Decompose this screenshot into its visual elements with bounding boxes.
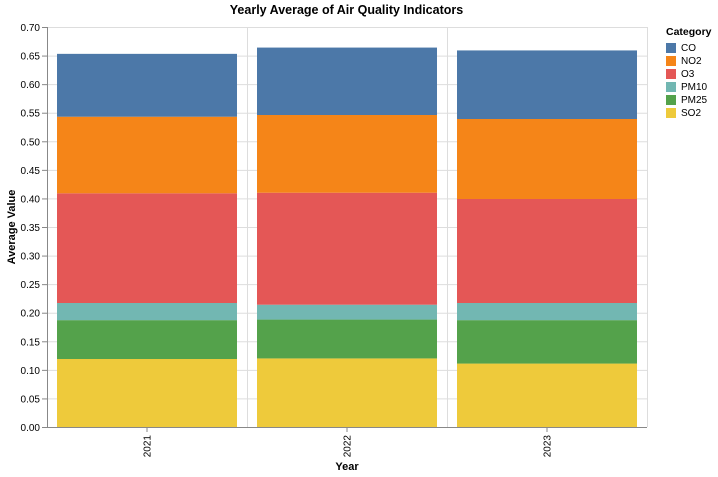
legend-item-co: CO	[666, 42, 712, 54]
legend-swatch	[666, 108, 676, 118]
legend-item-so2: SO2	[666, 107, 712, 119]
y-tick-label: 0.20	[21, 309, 41, 320]
bar-co-2023	[457, 50, 637, 119]
bar-co-2021	[57, 53, 237, 117]
legend: Category CO NO2 O3 PM10 PM25 SO2	[666, 26, 712, 120]
legend-label: PM25	[681, 94, 708, 106]
bar-so2-2021	[57, 359, 237, 427]
legend-swatch	[666, 95, 676, 105]
legend-swatch	[666, 43, 676, 53]
x-tick-label: 2022	[343, 435, 354, 458]
bar-o3-2023	[457, 199, 637, 303]
legend-label: CO	[681, 42, 696, 54]
bar-pm10-2023	[457, 303, 637, 321]
y-tick-label: 0.65	[21, 52, 41, 63]
y-tick-label: 0.45	[21, 166, 41, 177]
legend-label: SO2	[681, 107, 702, 119]
y-tick-label: 0.55	[21, 109, 41, 120]
y-tick-label: 0.50	[21, 137, 41, 148]
legend-swatch	[666, 56, 676, 66]
bar-no2-2022	[257, 115, 437, 193]
legend-label: O3	[681, 68, 695, 80]
y-tick-label: 0.05	[21, 394, 41, 405]
x-axis: 2021 2022 2023	[47, 427, 647, 457]
legend-swatch	[666, 69, 676, 79]
legend-item-pm10: PM10	[666, 81, 712, 93]
y-tick-label: 0.30	[21, 252, 41, 263]
y-tick-label: 0.40	[21, 194, 41, 205]
y-axis: 0.00 0.05 0.10 0.15 0.20 0.25 0.30 0.35 0.40 0.45…	[21, 23, 48, 434]
chart-title: Yearly Average of Air Quality Indicators	[229, 3, 464, 17]
y-tick-label: 0.15	[21, 337, 41, 348]
bar-pm10-2022	[257, 304, 437, 320]
bars	[57, 47, 637, 427]
bar-pm25-2023	[457, 320, 637, 364]
bar-no2-2021	[57, 116, 237, 194]
x-tick-label: 2021	[143, 435, 154, 458]
y-tick-label: 0.25	[21, 280, 41, 291]
legend-swatch	[666, 82, 676, 92]
legend-label: PM10	[681, 81, 708, 93]
bar-o3-2022	[257, 192, 437, 305]
bar-pm25-2022	[257, 319, 437, 359]
legend-item-no2: NO2	[666, 55, 712, 67]
bar-no2-2023	[457, 119, 637, 199]
bar-pm10-2021	[57, 303, 237, 321]
x-axis-title: Year	[335, 461, 359, 473]
y-tick-label: 0.35	[21, 223, 41, 234]
bar-pm25-2021	[57, 320, 237, 359]
legend-item-pm25: PM25	[666, 94, 712, 106]
y-tick-label: 0.60	[21, 80, 41, 91]
bar-so2-2023	[457, 363, 637, 427]
bar-co-2022	[257, 47, 437, 116]
legend-label: NO2	[681, 55, 702, 67]
legend-item-o3: O3	[666, 68, 712, 80]
x-tick-label: 2023	[543, 435, 554, 458]
y-tick-label: 0.10	[21, 366, 41, 377]
y-tick-label: 0.00	[21, 423, 41, 434]
y-axis-title: Average Value	[6, 190, 18, 265]
bar-so2-2022	[257, 358, 437, 427]
legend-title: Category	[666, 26, 712, 38]
y-tick-label: 0.70	[21, 23, 41, 34]
bar-o3-2021	[57, 193, 237, 303]
